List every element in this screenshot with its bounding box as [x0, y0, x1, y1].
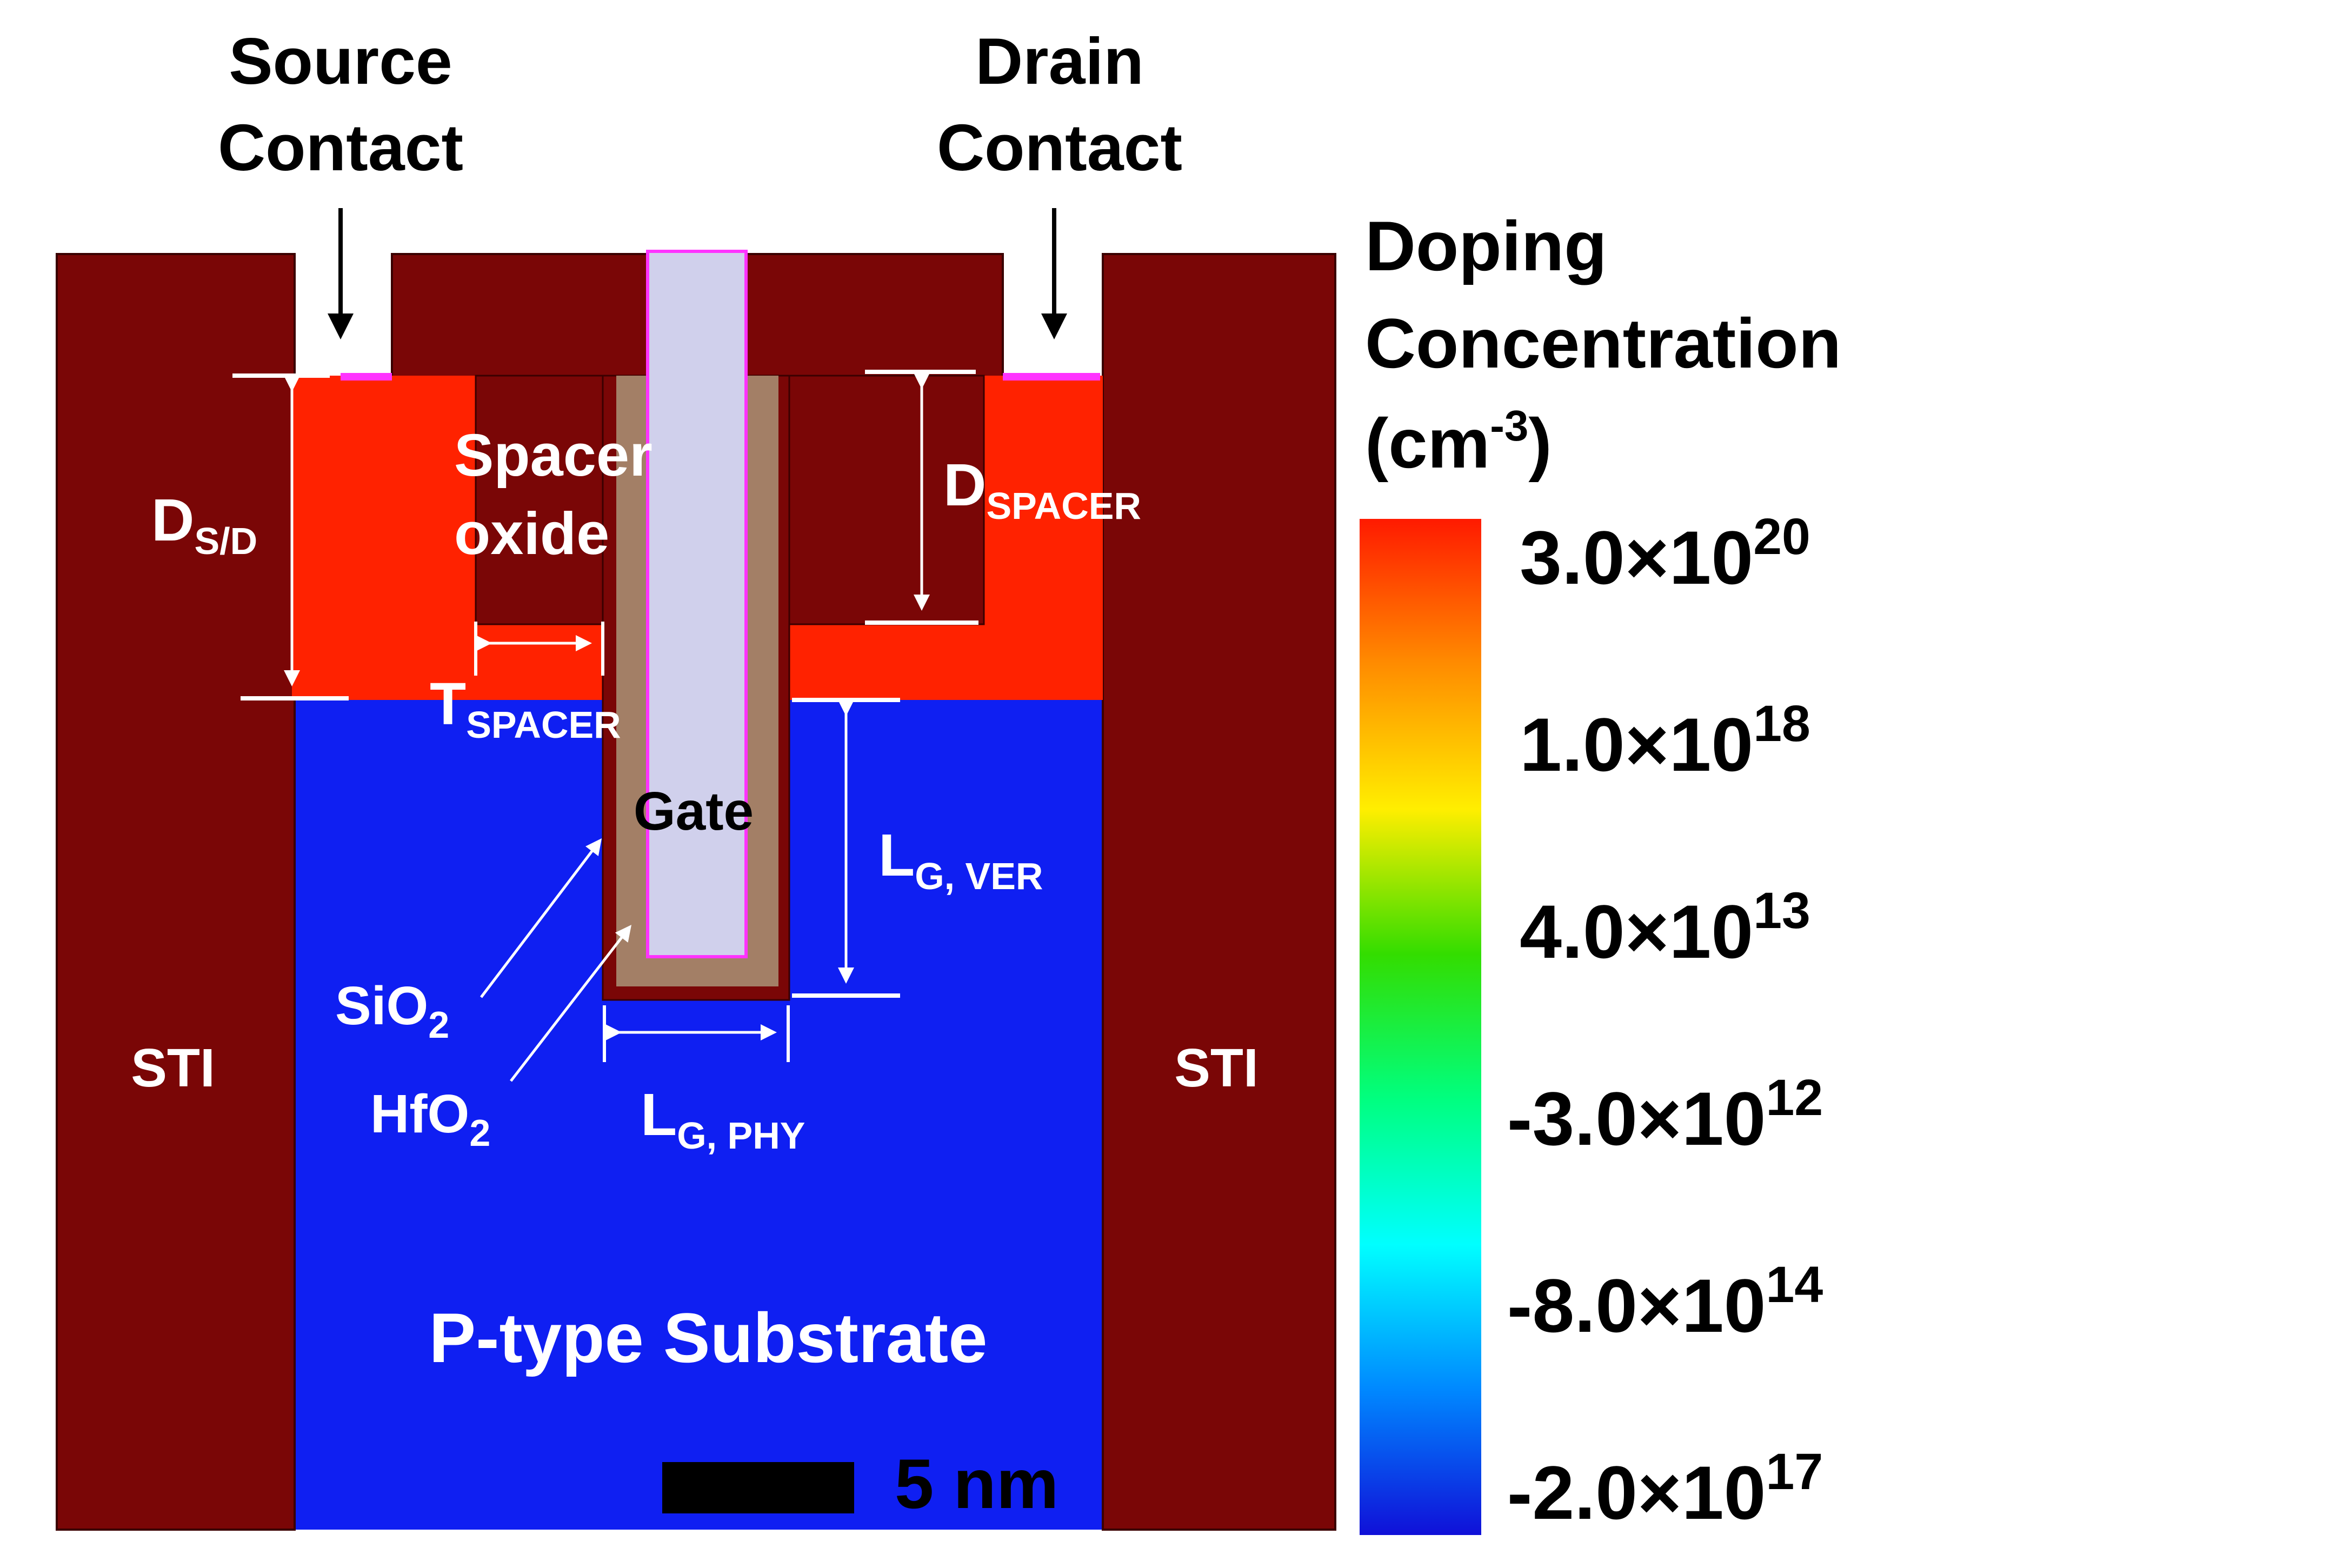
source-contact-label-line2: Contact [218, 111, 463, 184]
drain-contact-label-line1: Drain [975, 24, 1144, 98]
lgver-label: LG, VER [878, 822, 1043, 897]
lgphy-dimension [603, 1005, 790, 1062]
drain-contact-label-line2: Contact [937, 111, 1182, 184]
colorbar-tick-label: 3.0×1020 [1520, 508, 1810, 600]
dspacer-label: DSPACER [943, 452, 1141, 527]
colorbar-tick-label: -2.0×1017 [1507, 1443, 1823, 1535]
spacer-oxide-label-line1: Spacer [454, 422, 653, 489]
sti-right [1102, 253, 1336, 1531]
source-silicide [341, 373, 392, 381]
source-contact-label-line1: Source [229, 24, 452, 98]
lgphy-label: LG, PHY [641, 1082, 805, 1157]
drain-silicide [1003, 373, 1100, 381]
scale-bar-label: 5 nm [895, 1444, 1058, 1523]
tspacer-dimension [474, 622, 604, 676]
colorbar-tick-label: -3.0×1012 [1507, 1069, 1823, 1161]
lgver-dimension [792, 698, 900, 998]
scale-bar [662, 1462, 854, 1513]
device-structure [56, 250, 1336, 1531]
sti-right-label: STI [1174, 1038, 1259, 1098]
sio2-label: SiO2 [335, 976, 449, 1046]
hfo2-label: HfO2 [370, 1084, 490, 1154]
gate-label: Gate [634, 781, 754, 842]
dspacer-dimension [865, 370, 978, 625]
colorbar-gradient [1360, 519, 1481, 1535]
sti-left [56, 253, 296, 1531]
colorbar-tick-label: 1.0×1018 [1520, 695, 1810, 787]
colorbar-title-line1: Doping [1365, 206, 1607, 285]
colorbar-ticks: 3.0×1020 1.0×1018 4.0×1013 -3.0×1012 -8.0×10… [1507, 508, 1823, 1535]
tspacer-label: TSPACER [430, 671, 621, 746]
dsd-label: DS/D [151, 487, 257, 562]
gate-metal [646, 250, 748, 958]
sti-left-label: STI [131, 1038, 215, 1098]
hfo2-pointer [510, 925, 632, 1082]
dsd-dimension [232, 373, 349, 700]
substrate-label: P-type Substrate [429, 1298, 987, 1377]
spacer-oxide-left [475, 375, 607, 625]
colorbar-tick-label: -8.0×1014 [1507, 1256, 1823, 1348]
colorbar-tick-label: 4.0×1013 [1520, 882, 1810, 974]
spacer-oxide-label-line2: oxide [454, 501, 609, 567]
colorbar-title-line2: Concentration [1365, 304, 1841, 383]
sio2-pointer [480, 838, 602, 998]
colorbar-unit: (cm-3) [1365, 402, 1552, 483]
